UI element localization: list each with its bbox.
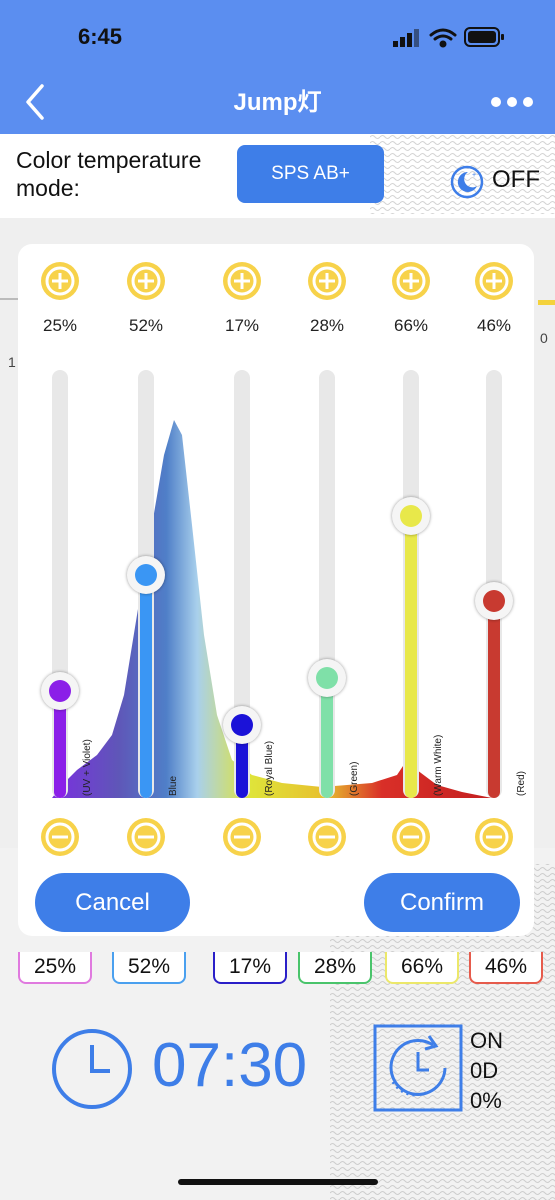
channel-2-fill <box>140 575 152 798</box>
signal-icon <box>393 29 419 47</box>
background-indicator <box>538 300 555 305</box>
decrease-channel-1-button[interactable] <box>40 817 80 857</box>
background-stray-text-right: 0 <box>540 330 548 346</box>
moon-icon[interactable]: + <box>450 165 484 199</box>
back-chevron-icon[interactable] <box>20 82 50 122</box>
channel-6-label: (Red) <box>516 770 527 796</box>
spectrum-graphic <box>52 420 492 798</box>
status-icons <box>393 27 504 48</box>
confirm-button[interactable]: Confirm <box>364 873 520 932</box>
minus-icon <box>308 818 346 856</box>
channel-1-fill <box>54 691 66 798</box>
wifi-icon <box>429 28 457 48</box>
minus-icon <box>41 818 79 856</box>
background-stray-text-left: 1 <box>8 354 16 370</box>
channel-5-slider-thumb[interactable] <box>392 496 430 535</box>
channel-3-percent-box[interactable]: 17% <box>213 952 287 984</box>
thumb-dot <box>135 564 157 587</box>
top-bar <box>0 0 555 134</box>
minus-icon <box>223 818 261 856</box>
schedule-day-label: 0D <box>470 1058 499 1083</box>
channel-1-percent-box[interactable]: 25% <box>18 952 92 984</box>
thumb-dot <box>49 680 71 702</box>
nav-title: Jump灯 <box>233 89 322 116</box>
plus-icon <box>127 262 165 300</box>
increase-channel-6-button[interactable] <box>474 261 514 301</box>
schedule-percent-label: 0% <box>470 1088 502 1113</box>
channel-3-track[interactable] <box>234 370 250 798</box>
channel-3-slider-thumb[interactable] <box>223 706 261 745</box>
plus-icon <box>475 262 513 300</box>
channel-5-percent-box[interactable]: 66% <box>385 952 459 984</box>
clock-icon[interactable] <box>50 1027 134 1111</box>
channel-2-percent-box[interactable]: 52% <box>112 952 186 984</box>
thumb-dot <box>483 590 505 613</box>
schedule-clock-icon[interactable] <box>373 1024 463 1112</box>
channel-6-fill <box>488 601 500 798</box>
cancel-button[interactable]: Cancel <box>35 873 190 932</box>
decrease-channel-6-button[interactable] <box>474 817 514 857</box>
channel-4-slider-thumb[interactable] <box>308 659 346 698</box>
increase-channel-4-button[interactable] <box>307 261 347 301</box>
minus-icon <box>475 818 513 856</box>
channel-6-percent-box[interactable]: 46% <box>469 952 543 984</box>
channel-1-slider-thumb[interactable] <box>41 672 79 710</box>
channel-1-percent: 25% <box>42 316 78 335</box>
channel-3-percent: 17% <box>224 316 260 335</box>
background-divider <box>0 298 18 300</box>
svg-text:+: + <box>472 172 476 179</box>
status-time: 6:45 <box>78 24 123 49</box>
color-temperature-mode-label: Color temperature mode: <box>16 147 202 201</box>
battery-icon <box>464 27 504 47</box>
channel-6-percent: 46% <box>476 316 512 335</box>
increase-channel-5-button[interactable] <box>391 261 431 301</box>
channel-3-label: (Royal Blue) <box>264 740 275 796</box>
plus-icon <box>41 262 79 300</box>
channel-5-fill <box>405 515 417 798</box>
decrease-channel-2-button[interactable] <box>126 817 166 857</box>
decrease-channel-5-button[interactable] <box>391 817 431 857</box>
channel-2-percent: 52% <box>128 316 164 335</box>
thumb-dot <box>400 504 422 527</box>
plus-icon <box>392 262 430 300</box>
night-mode-state: OFF <box>492 166 540 193</box>
channel-4-fill <box>321 678 333 798</box>
schedule-on-label: ON <box>470 1028 503 1053</box>
increase-channel-3-button[interactable] <box>222 261 262 301</box>
more-dots-icon[interactable] <box>490 96 534 108</box>
decrease-channel-4-button[interactable] <box>307 817 347 857</box>
minus-icon <box>392 818 430 856</box>
channel-2-slider-thumb[interactable] <box>127 556 165 595</box>
decrease-channel-3-button[interactable] <box>222 817 262 857</box>
thumb-dot <box>231 714 253 737</box>
channel-adjust-dialog <box>18 244 534 936</box>
increase-channel-1-button[interactable] <box>40 261 80 301</box>
channel-6-slider-thumb[interactable] <box>475 582 513 621</box>
thumb-dot <box>316 667 338 690</box>
schedule-time[interactable]: 07:30 <box>152 1031 308 1100</box>
home-indicator <box>178 1179 378 1185</box>
channel-1-label: (UV + Violet) <box>82 739 93 796</box>
plus-icon <box>223 262 261 300</box>
channel-4-percent-box[interactable]: 28% <box>298 952 372 984</box>
increase-channel-2-button[interactable] <box>126 261 166 301</box>
channel-5-label: (Warm White) <box>433 734 444 796</box>
channel-5-percent: 66% <box>393 316 429 335</box>
channel-2-label: Blue <box>168 775 179 796</box>
mode-button[interactable]: SPS AB+ <box>237 145 384 203</box>
plus-icon <box>308 262 346 300</box>
minus-icon <box>127 818 165 856</box>
channel-4-label: (Green) <box>349 761 360 796</box>
channel-4-percent: 28% <box>309 316 345 335</box>
